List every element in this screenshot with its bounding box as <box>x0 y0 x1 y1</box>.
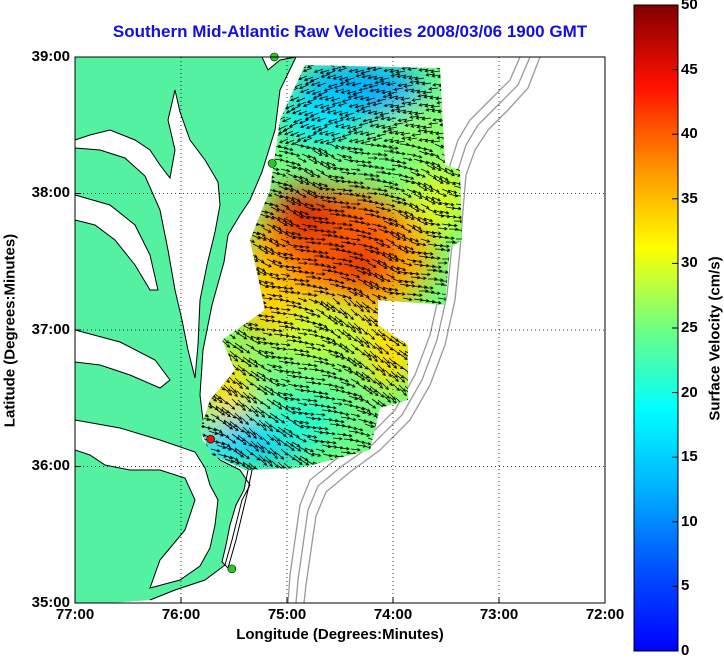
x-tick-label: 72:00 <box>585 606 625 623</box>
colorbar-tick-label: 0 <box>681 642 690 659</box>
radar-station-alert <box>206 434 215 444</box>
chart-title: Southern Mid-Atlantic Raw Velocities 200… <box>112 22 588 41</box>
x-axis-label: Longitude (Degrees:Minutes) <box>236 626 444 643</box>
bathymetry-contours <box>287 57 541 603</box>
colorbar-tick-label: 50 <box>681 0 698 13</box>
radar-station <box>267 159 277 168</box>
radar-station <box>227 564 237 574</box>
coastline <box>75 57 297 601</box>
colorbar-tick-label: 35 <box>681 190 698 207</box>
x-tick-label: 75:00 <box>267 606 307 623</box>
y-axis-label: Latitude (Degrees:Minutes) <box>1 233 19 428</box>
colorbar-tick-label: 40 <box>681 125 698 142</box>
y-tick-label: 38:00 <box>31 184 70 201</box>
colorbar-label: Surface Velocity (cm/s) <box>706 256 724 421</box>
x-tick-label: 76:00 <box>161 606 201 623</box>
colorbar-tick-label: 15 <box>681 448 698 465</box>
colorbar-tick-marks <box>672 69 678 587</box>
x-tick-label: 74:00 <box>373 606 413 623</box>
y-tick-label: 37:00 <box>31 321 70 338</box>
y-tick-label: 36:00 <box>31 457 70 474</box>
x-tick-label: 77:00 <box>55 606 95 623</box>
colorbar-tick-label: 25 <box>681 319 698 336</box>
x-tick-label: 73:00 <box>479 606 519 623</box>
colorbar <box>633 4 679 652</box>
colorbar-tick-label: 10 <box>681 513 698 530</box>
colorbar-tick-label: 5 <box>681 577 690 594</box>
colorbar-tick-label: 20 <box>681 384 698 401</box>
grid-lines <box>75 57 605 603</box>
axis-tick-marks <box>75 193 500 603</box>
colorbar-tick-label: 45 <box>681 61 698 78</box>
y-tick-label: 39:00 <box>31 48 70 65</box>
colorbar-tick-label: 30 <box>681 254 698 271</box>
y-tick-label: 35:00 <box>31 594 70 611</box>
